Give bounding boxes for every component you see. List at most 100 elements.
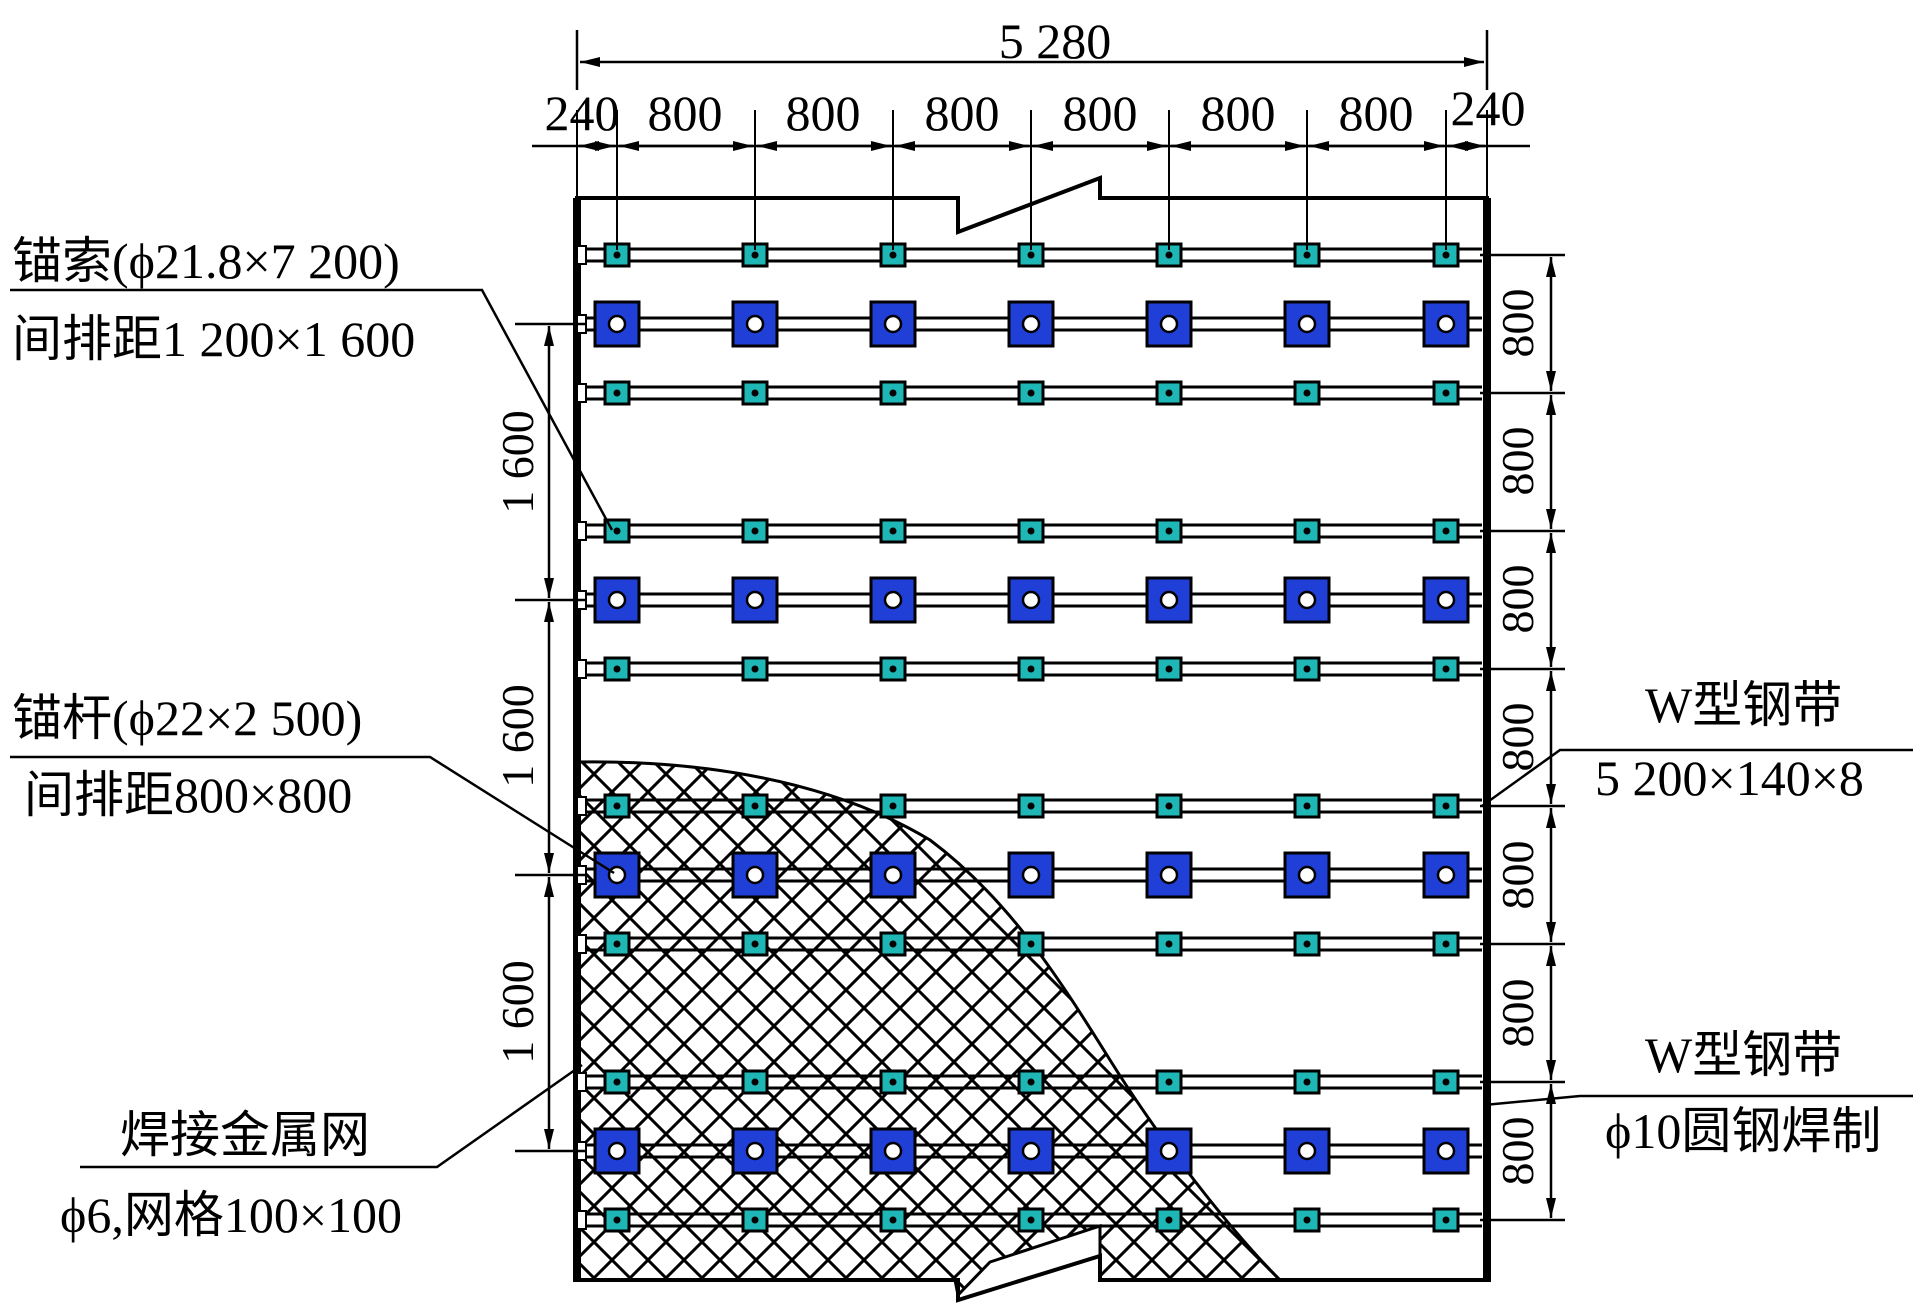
cable-hole <box>1297 1141 1317 1161</box>
bolt-hole <box>1027 527 1035 535</box>
bolt-hole <box>1165 940 1173 948</box>
cable-hole <box>607 590 627 610</box>
cable-hole <box>1436 865 1456 885</box>
bolt-hole <box>1442 1216 1450 1224</box>
bolt-hole <box>751 1216 759 1224</box>
overall-width-dim: 5 280 <box>999 13 1112 69</box>
bolt-hole <box>1165 527 1173 535</box>
cable-hole <box>607 865 627 885</box>
bolt-hole <box>1027 251 1035 259</box>
cable-hole <box>1297 865 1317 885</box>
w-strap-end <box>576 659 587 679</box>
bolt-hole <box>1165 251 1173 259</box>
bolt-hole <box>1303 665 1311 673</box>
anchor-bolt-spacing-label: 间排距800×800 <box>24 767 352 823</box>
bolt-hole <box>751 940 759 948</box>
cable-hole <box>745 590 765 610</box>
bolt-hole <box>613 940 621 948</box>
bolt-hole <box>1303 389 1311 397</box>
bolt-hole <box>889 940 897 948</box>
bolt-hole <box>613 527 621 535</box>
bolt-hole <box>1027 665 1035 673</box>
bolt-hole <box>889 1216 897 1224</box>
bolt-hole <box>1442 940 1450 948</box>
row-spacing-dim-right: 800 <box>1492 1117 1543 1186</box>
cable-hole <box>883 1141 903 1161</box>
bolt-hole <box>751 389 759 397</box>
anchor-plates <box>593 242 1470 1233</box>
anchor-cable-label: 锚索(ϕ21.8×7 200) <box>12 233 400 289</box>
bolt-hole <box>1442 1078 1450 1086</box>
row-spacing-dim-right: 800 <box>1492 841 1543 910</box>
row-spacing-dim-right: 800 <box>1492 565 1543 634</box>
bolt-hole <box>613 1216 621 1224</box>
bolt-hole <box>751 527 759 535</box>
cable-hole <box>1021 314 1041 334</box>
cable-hole <box>1436 314 1456 334</box>
cable-hole <box>1021 590 1041 610</box>
bay-dim: 800 <box>1201 85 1276 141</box>
w-strap-end <box>576 1210 587 1230</box>
welded-mesh-label: 焊接金属网 <box>120 1107 370 1163</box>
bay-dim: 800 <box>786 85 861 141</box>
cable-hole <box>1159 1141 1179 1161</box>
bolt-hole <box>1303 802 1311 810</box>
cable-hole <box>883 314 903 334</box>
row-spacing-dim-right: 800 <box>1492 289 1543 358</box>
cable-hole <box>745 1141 765 1161</box>
bolt-hole <box>1027 802 1035 810</box>
cable-hole <box>1436 1141 1456 1161</box>
cable-hole <box>1436 590 1456 610</box>
bolt-hole <box>751 251 759 259</box>
bolt-hole <box>1303 251 1311 259</box>
bolt-hole <box>1165 802 1173 810</box>
w-strap-lower-spec-label: ϕ10圆钢焊制 <box>1605 1103 1881 1159</box>
bolt-hole <box>1165 665 1173 673</box>
roadway-frame <box>573 175 1491 1303</box>
w-strap-end <box>576 245 587 265</box>
bolt-hole <box>1027 1078 1035 1086</box>
bolt-hole <box>1442 802 1450 810</box>
anchor-cable-spacing-label: 间排距1 200×1 600 <box>12 311 415 367</box>
cable-hole <box>607 314 627 334</box>
bolt-hole <box>889 389 897 397</box>
edge-right-dim: 240 <box>1451 80 1526 136</box>
row-spacing-dim-right: 800 <box>1492 427 1543 496</box>
bay-dim: 800 <box>1339 85 1414 141</box>
bolt-hole <box>889 802 897 810</box>
cable-hole <box>607 1141 627 1161</box>
cable-hole <box>745 865 765 885</box>
cable-hole <box>1159 865 1179 885</box>
w-strap-upper-spec-label: 5 200×140×8 <box>1595 750 1864 806</box>
bolt-hole <box>613 1078 621 1086</box>
cable-hole <box>883 865 903 885</box>
edge-left-dim: 240 <box>545 85 620 141</box>
welded-mesh-spec-label: ϕ6,网格100×100 <box>60 1187 402 1243</box>
dimension-lines <box>515 30 1565 1222</box>
w-strap-upper-label: W型钢带 <box>1645 677 1842 733</box>
callout-leaders <box>10 288 1913 1169</box>
row-spacing-dim-right: 800 <box>1492 703 1543 772</box>
row-spacing-dim-right: 800 <box>1492 979 1543 1048</box>
cable-plate <box>731 1127 779 1175</box>
bolt-hole <box>751 802 759 810</box>
cable-hole <box>1297 590 1317 610</box>
cable-hole <box>1159 590 1179 610</box>
cable-plate <box>1422 576 1470 624</box>
bolt-hole <box>613 251 621 259</box>
bolt-hole <box>1303 1216 1311 1224</box>
bay-dim: 800 <box>1063 85 1138 141</box>
cable-hole <box>1021 1141 1041 1161</box>
bolt-hole <box>1303 1078 1311 1086</box>
bolt-hole <box>613 665 621 673</box>
bolt-hole <box>889 527 897 535</box>
bolt-hole <box>1027 1216 1035 1224</box>
bay-dim: 800 <box>648 85 723 141</box>
cable-hole <box>1021 865 1041 885</box>
bolt-hole <box>1442 251 1450 259</box>
bolt-hole <box>613 802 621 810</box>
cable-hole <box>883 590 903 610</box>
w-strap-end <box>576 934 587 954</box>
bolt-hole <box>751 1078 759 1086</box>
